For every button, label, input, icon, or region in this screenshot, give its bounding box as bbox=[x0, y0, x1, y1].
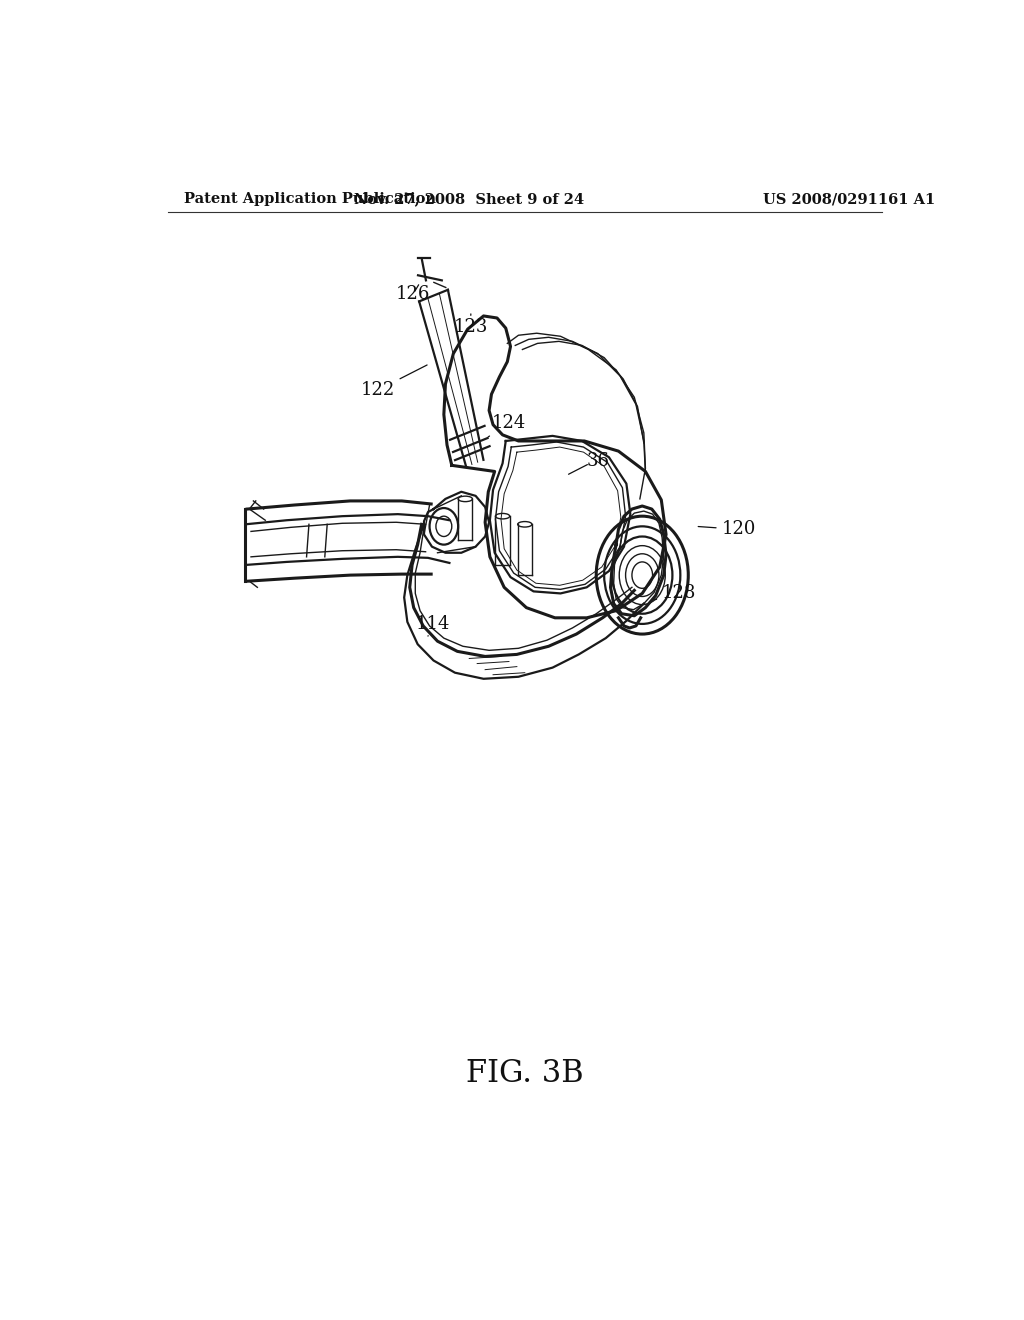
Text: 120: 120 bbox=[698, 520, 756, 539]
Text: 124: 124 bbox=[488, 413, 525, 437]
Text: Patent Application Publication: Patent Application Publication bbox=[183, 191, 435, 206]
Text: 122: 122 bbox=[360, 364, 427, 399]
Text: FIG. 3B: FIG. 3B bbox=[466, 1057, 584, 1089]
Text: 126: 126 bbox=[396, 285, 431, 302]
Text: 36: 36 bbox=[587, 453, 609, 470]
Text: Nov. 27, 2008  Sheet 9 of 24: Nov. 27, 2008 Sheet 9 of 24 bbox=[354, 191, 585, 206]
Text: US 2008/0291161 A1: US 2008/0291161 A1 bbox=[763, 191, 935, 206]
Text: 128: 128 bbox=[654, 585, 696, 602]
Text: 123: 123 bbox=[454, 314, 487, 337]
Text: 114: 114 bbox=[416, 615, 450, 636]
